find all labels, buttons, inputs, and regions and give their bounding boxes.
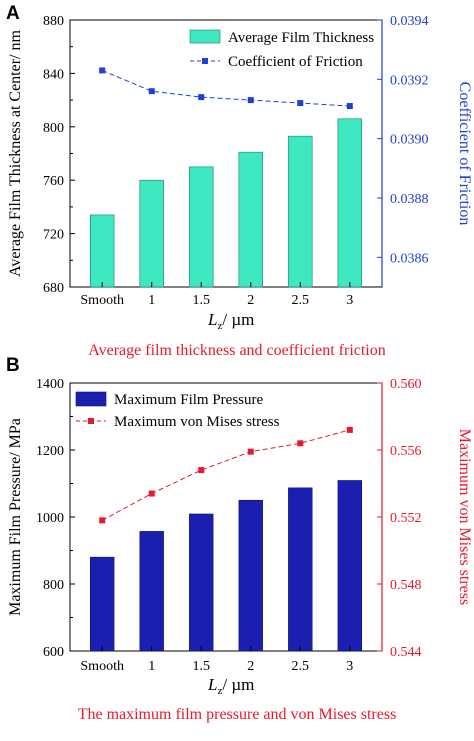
pa-ytick-label-0: 680 <box>43 281 64 296</box>
pa-bar-4 <box>288 135 313 288</box>
panel-label-a: A <box>6 3 20 24</box>
pb-xtick-label-4: 2.5 <box>292 659 310 674</box>
pa-y2tick-label-2: 0.0390 <box>390 133 429 148</box>
pb-bar-4 <box>288 487 313 652</box>
pb-ytick-label-2: 1000 <box>36 511 64 526</box>
pb-ytick-label-4: 1400 <box>36 377 64 392</box>
pa-xtick-label-2: 1.5 <box>192 293 210 308</box>
pb-line-point-3 <box>247 448 254 455</box>
pb-x-axis-label: Lz/ µm <box>207 675 254 697</box>
pb-ytick-label-1: 800 <box>43 578 64 593</box>
pb-y2-axis-label: Maximum von Mises stress <box>456 429 473 605</box>
pa-y2tick-label-1: 0.0388 <box>390 192 429 207</box>
pb-xtick-label-0: Smooth <box>80 659 124 674</box>
pa-ytick-label-3: 800 <box>43 121 64 136</box>
pb-line-series <box>101 429 350 521</box>
pa-line-point-1 <box>148 88 155 95</box>
pa-line-point-5 <box>346 103 353 110</box>
pa-xtick-label-1: 1 <box>148 293 155 308</box>
pb-xtick-label-2: 1.5 <box>192 659 210 674</box>
pa-bar-2 <box>189 166 214 288</box>
pa-line-point-3 <box>247 97 254 104</box>
pb-y-axis-label: Maximum Film Pressure/ MPa <box>7 418 24 616</box>
pb-ytick-label-3: 1200 <box>36 444 64 459</box>
pa-bar-0 <box>90 214 115 288</box>
pb-y2tick-label-1: 0.548 <box>390 578 422 593</box>
pb-line-point-0 <box>99 517 106 524</box>
pb-xtick-label-3: 2 <box>247 659 254 674</box>
pb-legend-bar-swatch <box>75 391 107 407</box>
pa-line-point-2 <box>198 94 205 101</box>
pb-bar-3 <box>238 499 263 652</box>
pb-y2tick-label-0: 0.544 <box>390 645 422 660</box>
pa-ytick-label-4: 840 <box>43 67 64 82</box>
pb-bar-0 <box>90 556 115 652</box>
pb-ytick-label-0: 600 <box>43 645 64 660</box>
pa-y2tick-label-4: 0.0394 <box>390 14 429 29</box>
pa-xtick-label-0: Smooth <box>80 293 124 308</box>
pa-y2tick-label-0: 0.0386 <box>390 251 429 266</box>
pa-ytick-label-2: 760 <box>43 174 64 189</box>
pb-line-point-2 <box>198 467 205 474</box>
pa-y2tick-label-3: 0.0392 <box>390 73 429 88</box>
pb-y2tick-label-2: 0.552 <box>390 511 422 526</box>
pa-xtick-label-3: 2 <box>247 293 254 308</box>
pb-xtick-label-5: 3 <box>346 659 353 674</box>
pb-bar-5 <box>337 480 362 652</box>
caption-a: Average film thickness and coefficient f… <box>88 342 386 359</box>
pa-x-axis-label: Lz/ µm <box>207 310 254 332</box>
pa-y-axis-label: Average Film Thickness at Center/ nm <box>7 29 24 276</box>
pa-y2-axis-label: Coefficient of Friction <box>456 82 473 226</box>
pb-y2tick-label-4: 0.560 <box>390 377 422 392</box>
pa-xtick-label-5: 3 <box>346 293 353 308</box>
pb-xtick-label-1: 1 <box>148 659 155 674</box>
pa-ytick-label-5: 880 <box>43 14 64 29</box>
pa-line-point-4 <box>297 100 304 107</box>
pa-xtick-label-4: 2.5 <box>292 293 310 308</box>
pa-legend-bar-swatch <box>189 29 221 44</box>
pa-ytick-label-1: 720 <box>43 228 64 243</box>
pa-bar-3 <box>238 151 263 288</box>
pb-legend-line-marker <box>88 418 94 424</box>
panel-label-b: B <box>6 355 20 376</box>
caption-b: The maximum film pressure and von Mises … <box>77 706 397 723</box>
pb-legend-line-label: Maximum von Mises stress <box>114 414 280 430</box>
pa-legend-line-marker <box>202 58 208 64</box>
pa-bar-1 <box>139 179 164 288</box>
pa-bar-5 <box>337 118 362 288</box>
pb-legend-bar-label: Maximum Film Pressure <box>114 392 264 408</box>
pb-line-point-5 <box>346 426 353 433</box>
pa-legend-bar-label: Average Film Thickness <box>228 30 374 46</box>
pb-line-point-1 <box>148 490 155 497</box>
pb-y2tick-label-3: 0.556 <box>390 444 422 459</box>
pa-legend-line-label: Coefficient of Friction <box>228 54 363 70</box>
pb-bar-1 <box>139 531 164 652</box>
pb-bar-2 <box>189 513 214 652</box>
pb-line-point-4 <box>297 440 304 447</box>
pa-line-point-0 <box>99 67 106 74</box>
pa-line-series <box>101 69 350 107</box>
